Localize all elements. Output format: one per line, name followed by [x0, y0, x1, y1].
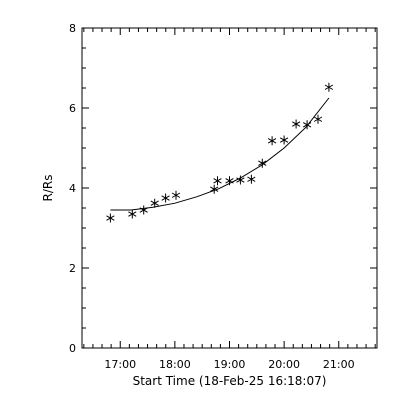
tick-labels: 17:00 18:00 19:00 20:00 21:00 0 2 4 6 8 [69, 22, 355, 371]
data-point [150, 198, 159, 208]
x-tick-label: 17:00 [104, 358, 136, 371]
y-tick-label: 6 [69, 102, 76, 115]
data-point [279, 135, 289, 145]
data-point [247, 174, 256, 184]
data-point [106, 213, 115, 223]
data-point [128, 209, 137, 219]
data-point [139, 205, 148, 215]
x-tick-label: 18:00 [159, 358, 191, 371]
x-tick-label: 21:00 [323, 358, 355, 371]
axis-ticks [82, 27, 377, 349]
y-axis-title: R/Rs [41, 175, 55, 202]
data-point [267, 136, 277, 146]
y-tick-label: 8 [69, 22, 76, 35]
data-point [161, 193, 170, 203]
x-tick-label: 19:00 [214, 358, 246, 371]
data-point [302, 120, 312, 130]
data-point [236, 175, 245, 185]
data-point [258, 158, 267, 168]
data-point [324, 82, 334, 92]
y-tick-label: 4 [69, 182, 76, 195]
y-tick-label: 2 [69, 262, 76, 275]
data-point [313, 114, 323, 124]
y-tick-label: 0 [69, 342, 76, 355]
data-point [210, 184, 219, 194]
fit-curve [110, 97, 330, 211]
x-tick-label: 20:00 [268, 358, 300, 371]
data-point [225, 176, 234, 186]
data-point [171, 190, 181, 200]
data-point [292, 119, 301, 129]
plot-frame [81, 27, 378, 349]
x-axis-title: Start Time (18-Feb-25 16:18:07) [133, 374, 327, 388]
data-point [213, 176, 222, 186]
data-points [106, 82, 334, 223]
